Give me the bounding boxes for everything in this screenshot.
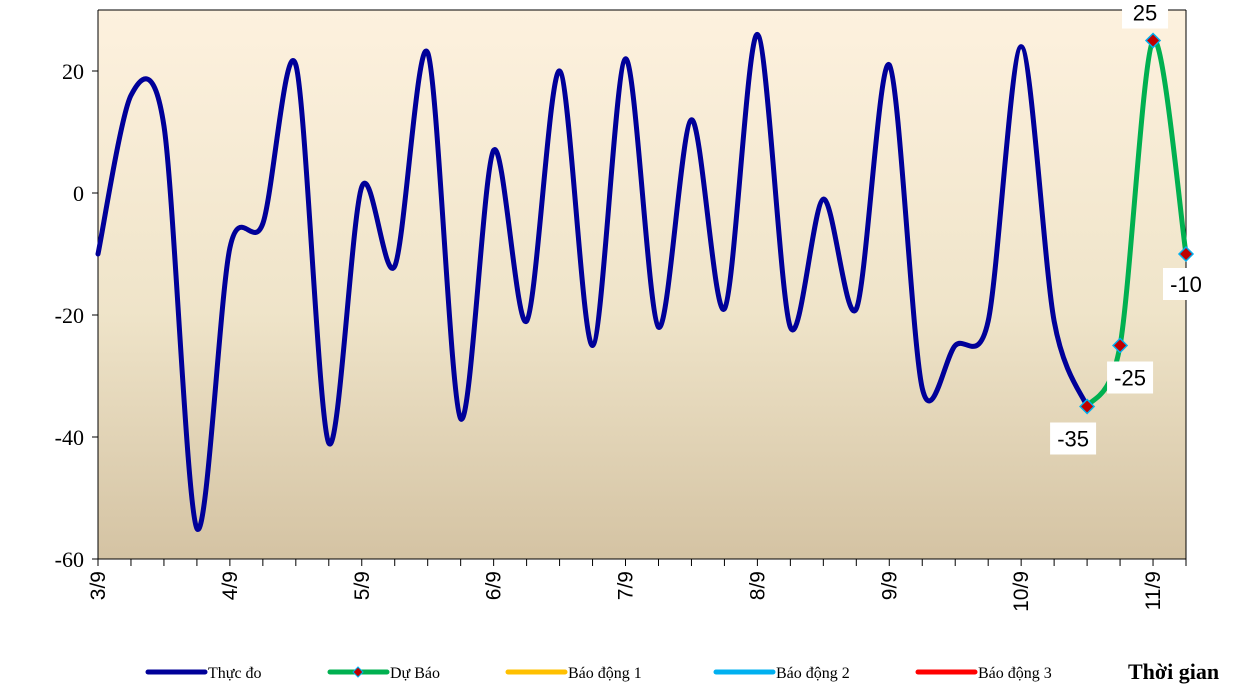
data-label-box (1163, 268, 1209, 300)
y-tick-label: -20 (55, 303, 84, 328)
data-label-box (1107, 361, 1154, 394)
legend-label-3: Báo động 2 (776, 665, 850, 682)
forecast-point-marker (1079, 398, 1096, 415)
plot-area (98, 10, 1186, 559)
data-label: -10 (1170, 272, 1202, 297)
data-label: -35 (1057, 427, 1089, 452)
x-tick-label: 6/9 (483, 571, 506, 600)
legend-label-0: Thực đo (208, 665, 262, 682)
y-tick-label: 0 (73, 181, 84, 206)
legend-marker-1 (352, 666, 364, 678)
x-tick-label: 3/9 (87, 571, 110, 600)
legend-label-1: Dự Báo (390, 665, 440, 682)
series-line-0 (95, 31, 1090, 532)
x-tick-label: 9/9 (878, 571, 901, 600)
data-label-box (1050, 422, 1097, 455)
data-label: 25 (1133, 1, 1157, 26)
data-label-box (1122, 0, 1169, 29)
x-tick-label: 7/9 (615, 571, 638, 600)
forecast-point-marker (1111, 337, 1129, 354)
data-label: -25 (1114, 366, 1146, 391)
y-tick-label: -40 (55, 425, 84, 450)
x-axis-title: Thời gian (1128, 659, 1219, 684)
x-tick-label: 10/9 (1010, 571, 1033, 612)
legend-label-4: Báo động 3 (978, 665, 1052, 682)
forecast-point-marker (1177, 245, 1195, 263)
forecast-point-marker (1144, 32, 1162, 49)
x-tick-label: 11/9 (1142, 571, 1165, 610)
x-tick-label: 4/9 (219, 571, 242, 600)
y-tick-label: 20 (62, 59, 84, 84)
legend-label-2: Báo động 1 (568, 665, 642, 682)
x-tick-label: 8/9 (746, 571, 769, 600)
x-tick-label: 5/9 (351, 571, 374, 600)
y-tick-label: -60 (55, 547, 84, 572)
